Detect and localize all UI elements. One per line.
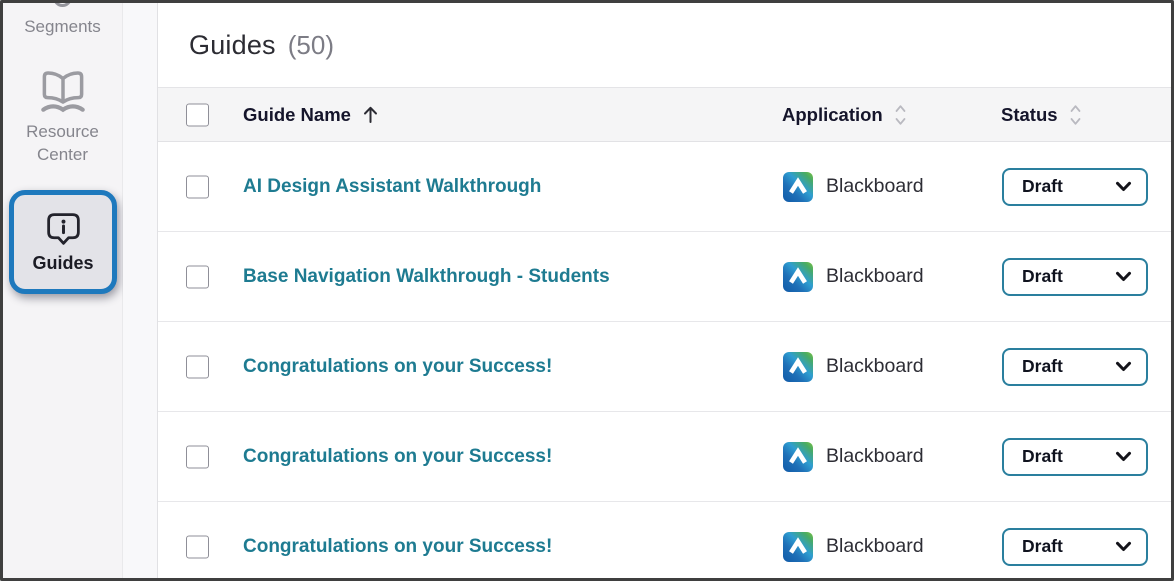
sidebar-item-guides[interactable]: Guides [9,190,117,294]
chevron-down-icon [1115,361,1132,372]
application-cell: Blackboard [783,171,924,202]
status-dropdown[interactable]: Draft [1002,257,1148,296]
guide-name-link[interactable]: Congratulations on your Success! [243,445,553,467]
column-label: Application [782,103,883,125]
table-row: Congratulations on your Success! Blackbo… [158,322,1171,412]
row-checkbox[interactable] [186,535,209,558]
application-name: Blackboard [826,535,924,557]
application-name: Blackboard [826,355,924,377]
sidebar-item-segments[interactable]: Segments [3,17,122,37]
segments-icon [50,3,76,10]
application-cell: Blackboard [783,441,924,472]
chevron-down-icon [1115,451,1132,462]
page-header: Guides (50) [158,3,1171,88]
table-row: AI Design Assistant Walkthrough Blackboa… [158,142,1171,232]
chevron-down-icon [1115,181,1132,192]
column-header-status[interactable]: Status [1001,103,1082,127]
table-row: Base Navigation Walkthrough - Students B… [158,232,1171,322]
status-value: Draft [1022,536,1063,556]
sidebar-item-resource-center[interactable]: Resource Center [3,67,122,166]
sidebar: Segments Resource Center Guides [3,3,123,578]
blackboard-anthology-icon [783,261,813,292]
sort-chevrons-icon [1069,103,1082,127]
guide-name-link[interactable]: Congratulations on your Success! [243,535,553,557]
blackboard-anthology-icon [783,531,813,562]
column-label: Guide Name [243,103,351,125]
blackboard-anthology-icon [783,171,813,202]
sidebar-item-label: Resource Center [26,122,99,164]
guides-panel: Guides (50) Guide Name Application [157,3,1171,578]
status-dropdown[interactable]: Draft [1002,437,1148,476]
table-row: Congratulations on your Success! Blackbo… [158,502,1171,578]
sidebar-item-label: Segments [24,17,101,36]
sidebar-item-label: Guides [32,253,94,273]
chevron-down-icon [1115,271,1132,282]
table-header: Guide Name Application Status [158,88,1171,142]
row-checkbox[interactable] [186,445,209,468]
column-header-application[interactable]: Application [782,103,907,127]
guide-count: (50) [287,29,334,60]
row-checkbox[interactable] [186,265,209,288]
guide-name-link[interactable]: AI Design Assistant Walkthrough [243,175,542,197]
application-cell: Blackboard [783,261,924,292]
status-value: Draft [1022,266,1063,286]
application-name: Blackboard [826,175,924,197]
chevron-down-icon [1115,541,1132,552]
application-name: Blackboard [826,445,924,467]
column-header-guide-name[interactable]: Guide Name [243,104,379,126]
status-dropdown[interactable]: Draft [1002,527,1148,566]
open-book-icon [36,67,90,113]
application-cell: Blackboard [783,351,924,382]
blackboard-anthology-icon [783,441,813,472]
guide-tooltip-icon [43,210,84,248]
row-checkbox[interactable] [186,355,209,378]
status-value: Draft [1022,176,1063,196]
status-value: Draft [1022,356,1063,376]
blackboard-anthology-icon [783,351,813,382]
sort-ascending-icon [362,105,379,124]
guide-name-link[interactable]: Base Navigation Walkthrough - Students [243,265,610,287]
application-cell: Blackboard [783,531,924,562]
status-dropdown[interactable]: Draft [1002,167,1148,206]
status-value: Draft [1022,446,1063,466]
select-all-checkbox[interactable] [186,103,209,126]
table-body: AI Design Assistant Walkthrough Blackboa… [158,142,1171,578]
guide-name-link[interactable]: Congratulations on your Success! [243,355,553,377]
sidebar-gutter [123,3,157,578]
row-checkbox[interactable] [186,175,209,198]
application-name: Blackboard [826,265,924,287]
segments-icon-shape [53,3,72,7]
status-dropdown[interactable]: Draft [1002,347,1148,386]
column-label: Status [1001,103,1058,125]
table-row: Congratulations on your Success! Blackbo… [158,412,1171,502]
page-title: Guides [189,29,276,60]
sort-chevrons-icon [894,103,907,127]
